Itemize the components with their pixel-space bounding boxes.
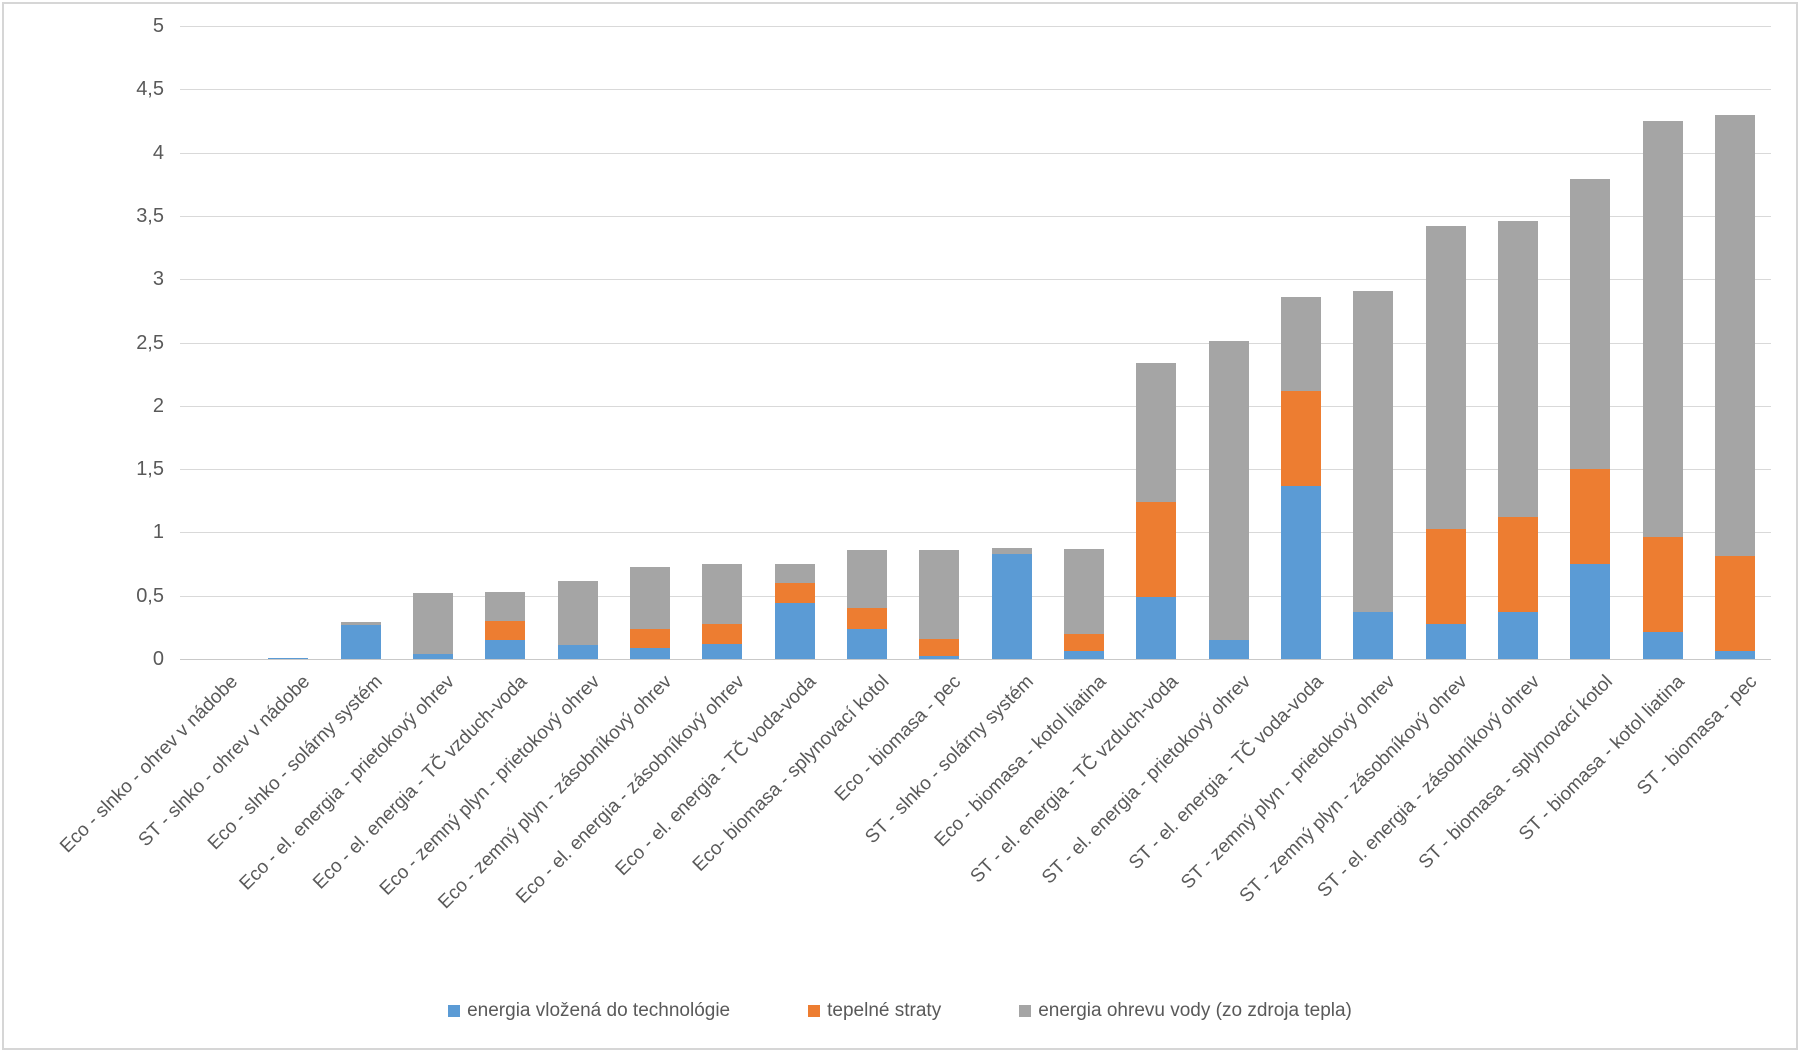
bar-segment-series3-cat6 [557,580,598,646]
y-axis-tick-label: 5 [152,15,164,37]
bar-segment-series1-cat18 [1425,623,1466,659]
bar-segment-series3-cat15 [1208,341,1249,640]
category-label: Eco - biomasa - pec [831,671,966,806]
y-axis-tick-label: 4 [152,141,164,164]
bar-segment-series3-cat19 [1497,220,1538,518]
bar-segment-series2-cat18 [1425,528,1466,624]
bar-segment-series1-cat8 [702,643,743,659]
bar-segment-series1-cat9 [774,603,815,659]
y-axis-tick-label: 1,5 [136,458,164,481]
bar-segment-series3-cat7 [630,566,671,629]
bar-segment-series1-cat11 [919,656,960,659]
bar-segment-series3-cat4 [413,593,454,654]
gridline [180,595,1771,597]
legend-item-series2: tepelné straty [808,1000,941,1022]
bar-segment-series2-cat8 [702,623,743,644]
legend-swatch-icon [808,1005,821,1017]
legend-swatch-icon [1019,1005,1032,1017]
bar-segment-series1-cat15 [1208,640,1249,659]
gridline [180,342,1771,344]
gridline [180,215,1771,217]
bar-segment-series1-cat4 [413,653,454,659]
bar-segment-series2-cat13 [1063,633,1104,652]
bar-segment-series2-cat22 [1714,556,1755,652]
bar-segment-series3-cat18 [1425,226,1466,529]
bar-segment-series3-cat14 [1136,362,1177,502]
gridline [180,469,1771,471]
bar-segment-series2-cat20 [1570,469,1611,565]
bar-segment-series1-cat7 [630,647,671,659]
bar-segment-series3-cat12 [991,547,1032,554]
y-axis-tick-label: 2 [152,394,164,417]
bar-segment-series1-cat13 [1063,651,1104,659]
bar-segment-series1-cat19 [1497,612,1538,659]
bar-segment-series3-cat17 [1353,290,1394,613]
bar-segment-series2-cat10 [847,608,888,629]
legend-swatch-icon [448,1005,461,1017]
gridline [180,26,1771,27]
y-axis-tick-label: 0,5 [136,584,164,607]
bar-segment-series1-cat6 [557,645,598,659]
bar-segment-series1-cat21 [1642,632,1683,659]
gridline [180,279,1771,281]
bar-segment-series1-cat2 [268,657,309,659]
bar-segment-series1-cat17 [1353,612,1394,659]
x-axis-line [180,659,1771,660]
y-axis-tick-label: 1 [152,521,164,544]
bar-segment-series3-cat9 [774,564,815,584]
legend-item-label: energia ohrevu vody (zo zdroja tepla) [1038,1000,1352,1021]
bar-segment-series2-cat9 [774,583,815,604]
bar-segment-series2-cat5 [485,621,526,640]
bar-segment-series2-cat21 [1642,537,1683,633]
bar-segment-series3-cat13 [1063,548,1104,634]
y-axis-tick-label: 3,5 [136,204,164,227]
bar-segment-series2-cat14 [1136,502,1177,597]
legend-item-label: tepelné straty [827,1000,942,1021]
legend: energia vložená do technológie tepelné st… [0,1000,1800,1022]
legend-item-label: energia vložená do technológie [467,1000,731,1021]
gridline [180,532,1771,534]
bar-segment-series1-cat16 [1280,485,1321,659]
gridline [180,89,1771,91]
bar-segment-series1-cat12 [991,553,1032,659]
bar-segment-series3-cat22 [1714,114,1755,557]
y-axis-tick-label: 2,5 [136,331,164,354]
legend-item-series1: energia vložená do technológie [448,1000,730,1022]
bar-segment-series3-cat11 [919,550,960,639]
bar-segment-series3-cat20 [1570,179,1611,470]
bar-segment-series3-cat8 [702,564,743,624]
bar-segment-series3-cat21 [1642,120,1683,538]
bar-segment-series1-cat14 [1136,596,1177,659]
y-axis-tick-label: 3 [152,268,164,291]
bar-segment-series1-cat3 [340,624,381,659]
bar-segment-series3-cat10 [847,550,888,609]
gridline [180,152,1771,154]
bar-segment-series3-cat3 [340,622,381,625]
bar-segment-series1-cat22 [1714,651,1755,659]
bar-segment-series2-cat11 [919,638,960,657]
bar-segment-series1-cat10 [847,628,888,659]
gridline [180,405,1771,407]
bar-segment-series2-cat19 [1497,517,1538,613]
bar-segment-series3-cat16 [1280,296,1321,391]
bar-segment-series2-cat7 [630,628,671,648]
bar-segment-series3-cat5 [485,591,526,621]
legend-item-series3: energia ohrevu vody (zo zdroja tepla) [1019,1000,1352,1022]
y-axis-tick-label: 0 [152,648,164,670]
bar-segment-series1-cat5 [485,640,526,659]
bar-segment-series1-cat20 [1570,564,1611,659]
y-axis-tick-label: 4,5 [136,78,164,101]
bar-segment-series2-cat16 [1280,390,1321,486]
